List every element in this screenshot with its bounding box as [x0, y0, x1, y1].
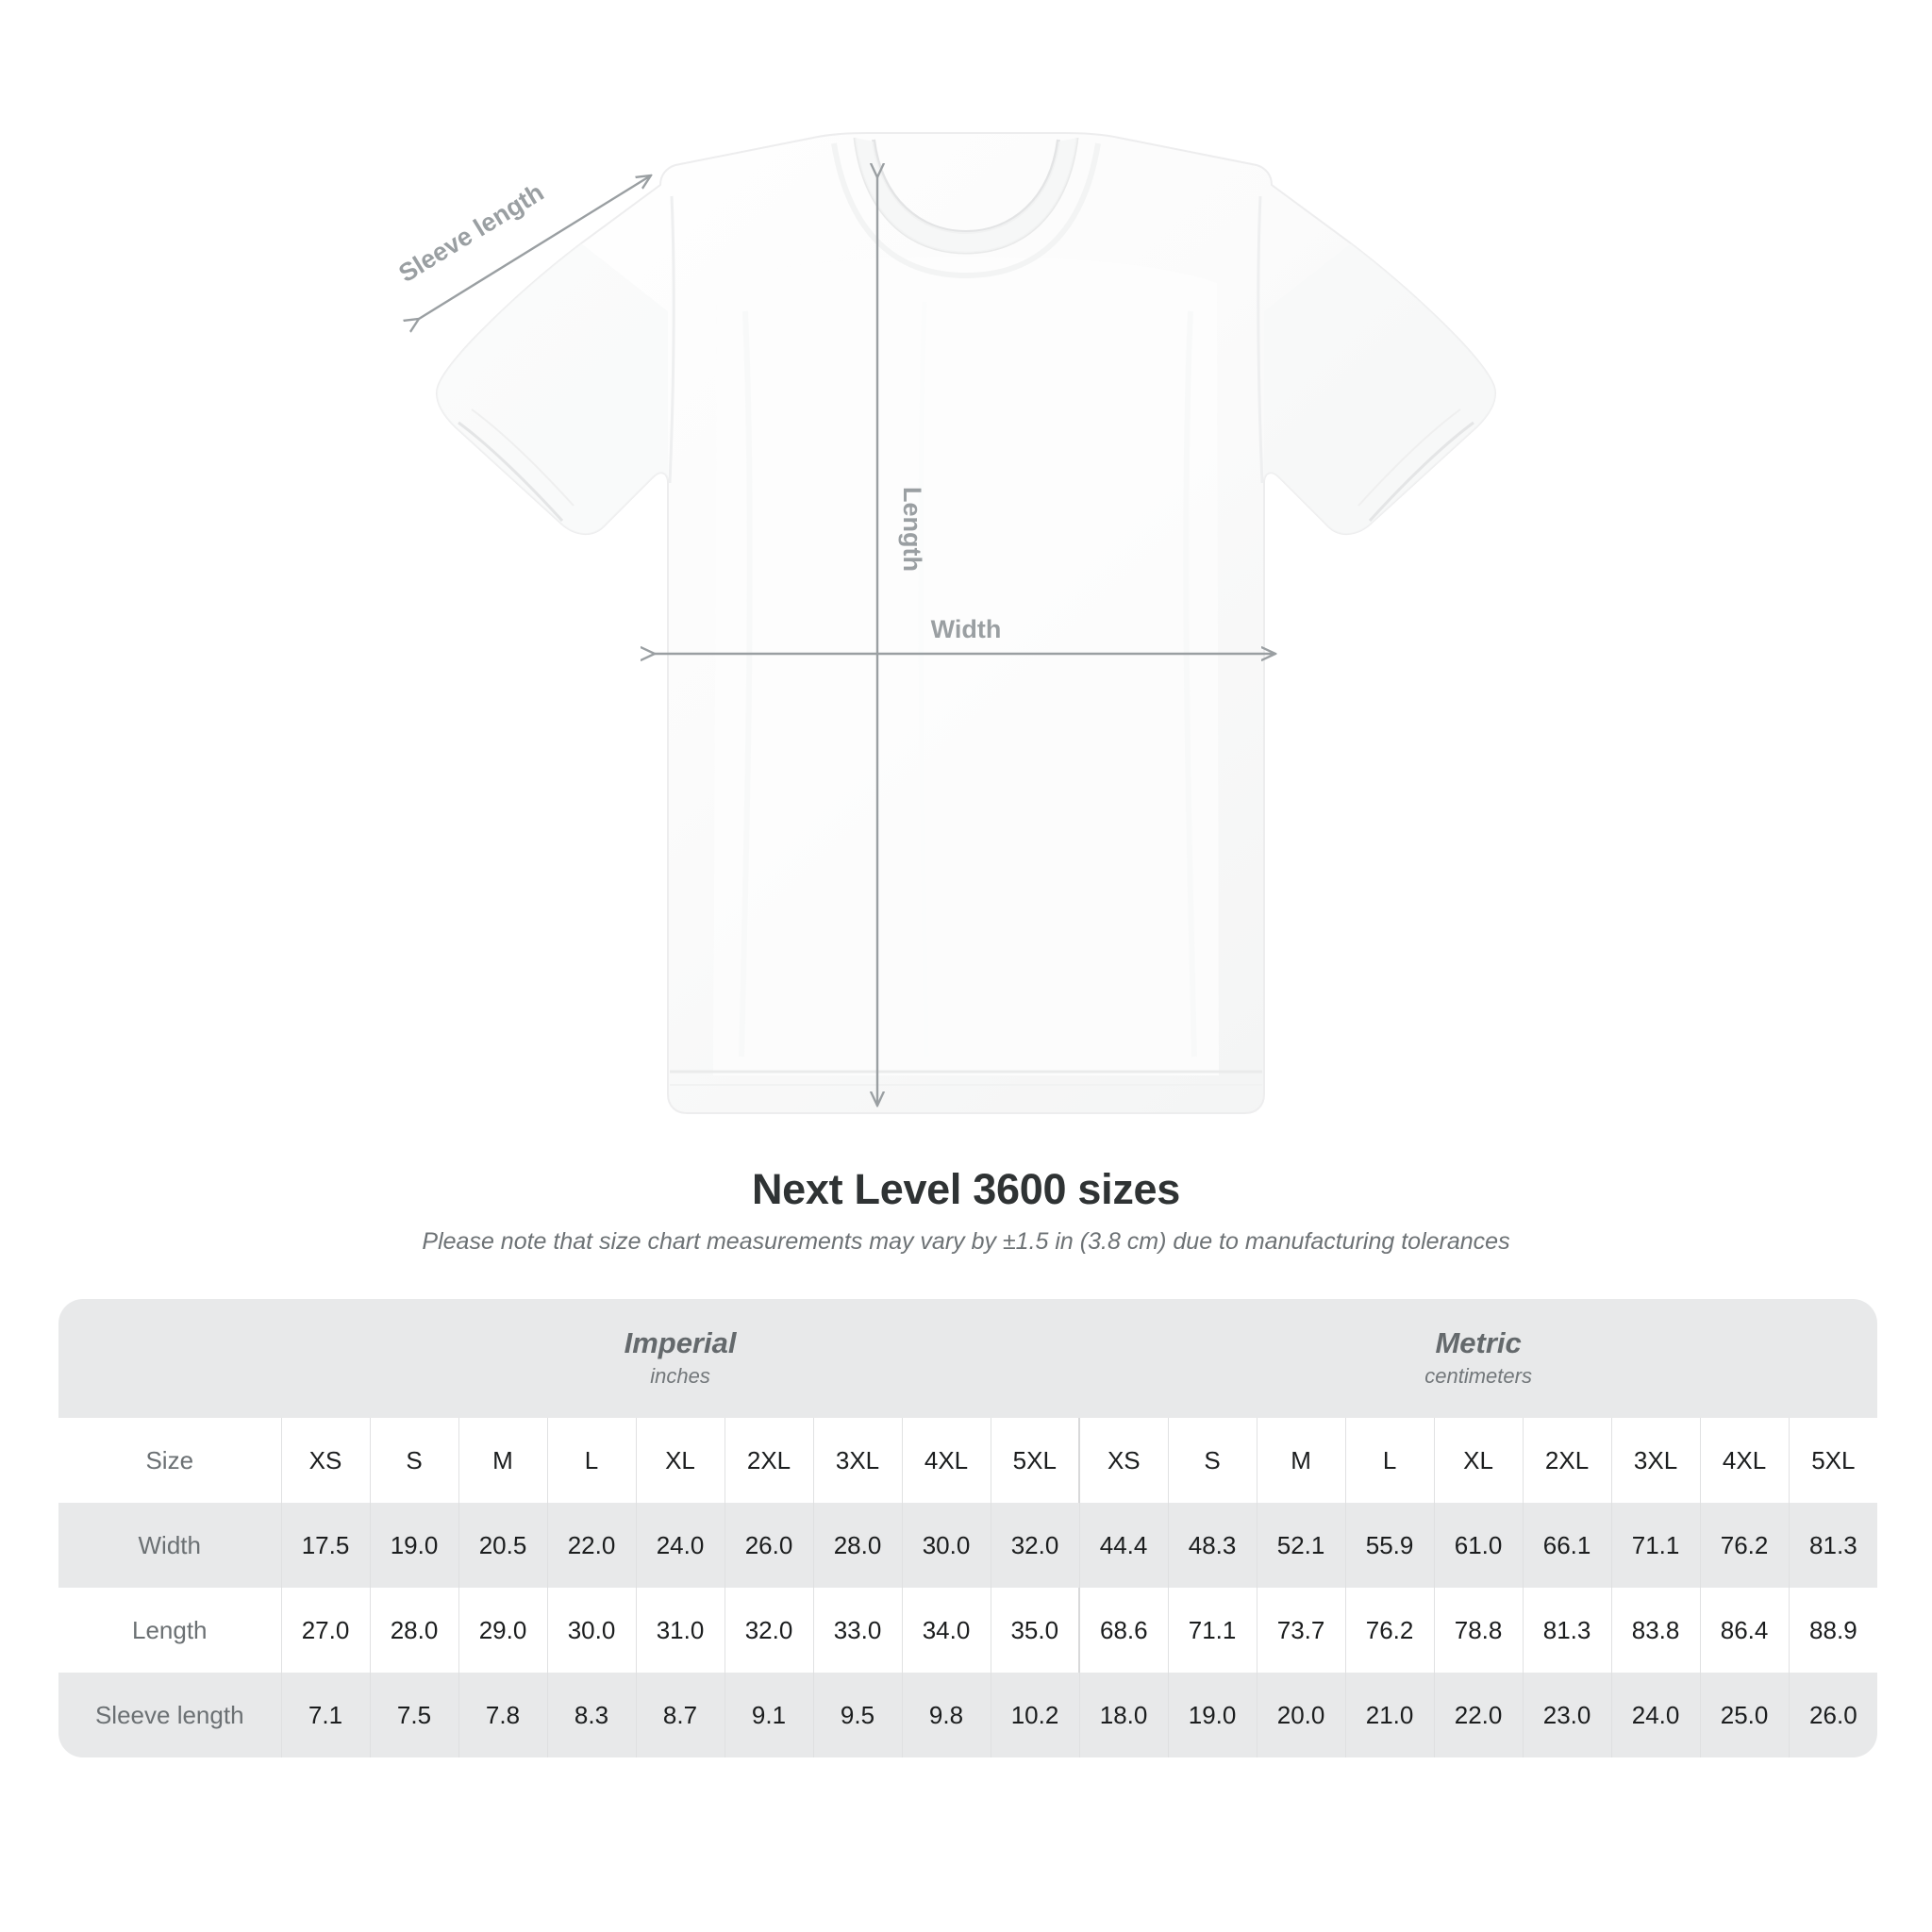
sleeve-imperial-2xl: 9.1: [724, 1673, 813, 1757]
sleeve-imperial-xs: 7.1: [280, 1673, 370, 1757]
width-imperial-l: 22.0: [546, 1503, 636, 1588]
sleeve-metric-2xl: 23.0: [1522, 1673, 1612, 1757]
width-metric-4xl: 76.2: [1699, 1503, 1790, 1588]
length-metric-2xl: 81.3: [1522, 1588, 1612, 1673]
width-metric-3xl: 71.1: [1610, 1503, 1701, 1588]
sleeve-metric-xl: 22.0: [1433, 1673, 1524, 1757]
length-label: Length: [898, 487, 926, 572]
unit-name-metric: Metric: [1435, 1326, 1522, 1360]
size-header-imperial-4xl: 4XL: [901, 1418, 991, 1503]
size-header-metric-2xl: 2XL: [1522, 1418, 1612, 1503]
page-subtitle: Please note that size chart measurements…: [422, 1227, 1510, 1255]
row-label-sleeve-length: Sleeve length: [58, 1673, 281, 1757]
size-header-metric-4xl: 4XL: [1699, 1418, 1790, 1503]
sleeve-metric-3xl: 24.0: [1610, 1673, 1701, 1757]
length-metric-l: 76.2: [1344, 1588, 1435, 1673]
size-header-imperial-3xl: 3XL: [812, 1418, 902, 1503]
sleeve-imperial-3xl: 9.5: [812, 1673, 902, 1757]
unit-header-spacer: [58, 1299, 281, 1418]
size-header-metric-l: L: [1344, 1418, 1435, 1503]
table-row-width: Width 17.5 19.0 20.5 22.0 24.0 26.0 28.0…: [58, 1503, 1878, 1588]
sleeve-imperial-5xl: 10.2: [990, 1673, 1080, 1757]
sleeve-metric-l: 21.0: [1344, 1673, 1435, 1757]
row-label-size: Size: [58, 1418, 281, 1503]
width-imperial-m: 20.5: [458, 1503, 547, 1588]
width-imperial-4xl: 30.0: [901, 1503, 991, 1588]
tshirt-illustration: [436, 132, 1496, 1114]
sleeve-imperial-l: 8.3: [546, 1673, 636, 1757]
unit-sub-metric: centimeters: [1424, 1364, 1532, 1389]
size-header-imperial-l: L: [546, 1418, 636, 1503]
sleeve-metric-4xl: 25.0: [1699, 1673, 1790, 1757]
table-row-size: Size XS S M L XL 2XL 3XL 4XL 5XL XS S M …: [58, 1418, 1878, 1503]
size-header-metric-xs: XS: [1078, 1418, 1169, 1503]
page-title: Next Level 3600 sizes: [751, 1165, 1180, 1213]
width-label: Width: [931, 615, 1002, 643]
unit-header-metric: Metric centimeters: [1079, 1299, 1878, 1418]
width-metric-2xl: 66.1: [1522, 1503, 1612, 1588]
width-imperial-s: 19.0: [369, 1503, 458, 1588]
width-metric-xl: 61.0: [1433, 1503, 1524, 1588]
length-imperial-3xl: 33.0: [812, 1588, 902, 1673]
size-header-metric-xl: XL: [1433, 1418, 1524, 1503]
length-metric-5xl: 88.9: [1788, 1588, 1878, 1673]
size-header-imperial-2xl: 2XL: [724, 1418, 813, 1503]
sleeve-metric-5xl: 26.0: [1788, 1673, 1878, 1757]
width-imperial-xs: 17.5: [280, 1503, 370, 1588]
length-imperial-2xl: 32.0: [724, 1588, 813, 1673]
length-imperial-m: 29.0: [458, 1588, 547, 1673]
sleeve-metric-s: 19.0: [1167, 1673, 1257, 1757]
length-imperial-xs: 27.0: [280, 1588, 370, 1673]
sleeve-metric-m: 20.0: [1256, 1673, 1346, 1757]
length-metric-3xl: 83.8: [1610, 1588, 1701, 1673]
table-row-sleeve-length: Sleeve length 7.1 7.5 7.8 8.3 8.7 9.1 9.…: [58, 1673, 1878, 1757]
row-label-length: Length: [58, 1588, 281, 1673]
tshirt-measurement-diagram: Length Width Sleeve length: [393, 132, 1496, 1114]
width-imperial-2xl: 26.0: [724, 1503, 813, 1588]
size-chart-table: Imperial inches Metric centimeters Size …: [58, 1299, 1878, 1757]
width-metric-xs: 44.4: [1078, 1503, 1169, 1588]
sleeve-imperial-4xl: 9.8: [901, 1673, 991, 1757]
sleeve-length-arrow: [419, 175, 651, 319]
length-metric-s: 71.1: [1167, 1588, 1257, 1673]
width-metric-5xl: 81.3: [1788, 1503, 1878, 1588]
sleeve-metric-xs: 18.0: [1078, 1673, 1169, 1757]
length-imperial-s: 28.0: [369, 1588, 458, 1673]
size-header-imperial-xl: XL: [635, 1418, 724, 1503]
sleeve-imperial-s: 7.5: [369, 1673, 458, 1757]
size-header-imperial-s: S: [369, 1418, 458, 1503]
width-metric-m: 52.1: [1256, 1503, 1346, 1588]
width-imperial-5xl: 32.0: [990, 1503, 1080, 1588]
length-metric-4xl: 86.4: [1699, 1588, 1790, 1673]
length-imperial-xl: 31.0: [635, 1588, 724, 1673]
sleeve-imperial-m: 7.8: [458, 1673, 547, 1757]
sleeve-imperial-xl: 8.7: [635, 1673, 724, 1757]
length-metric-xl: 78.8: [1433, 1588, 1524, 1673]
size-header-imperial-m: M: [458, 1418, 547, 1503]
unit-header-row: Imperial inches Metric centimeters: [58, 1299, 1878, 1418]
size-chart-table-wrapper: Imperial inches Metric centimeters Size …: [58, 1299, 1878, 1757]
width-metric-l: 55.9: [1344, 1503, 1435, 1588]
length-imperial-l: 30.0: [546, 1588, 636, 1673]
unit-sub-imperial: inches: [650, 1364, 710, 1389]
width-metric-s: 48.3: [1167, 1503, 1257, 1588]
size-header-metric-5xl: 5XL: [1788, 1418, 1878, 1503]
chart-title-block: Next Level 3600 sizes Please note that s…: [0, 1165, 1932, 1256]
length-imperial-5xl: 35.0: [990, 1588, 1080, 1673]
size-header-metric-3xl: 3XL: [1610, 1418, 1701, 1503]
size-header-imperial-5xl: 5XL: [990, 1418, 1080, 1503]
unit-name-imperial: Imperial: [624, 1326, 737, 1360]
width-imperial-3xl: 28.0: [812, 1503, 902, 1588]
length-imperial-4xl: 34.0: [901, 1588, 991, 1673]
length-metric-xs: 68.6: [1078, 1588, 1169, 1673]
size-header-metric-s: S: [1167, 1418, 1257, 1503]
unit-header-imperial: Imperial inches: [281, 1299, 1080, 1418]
size-header-imperial-xs: XS: [280, 1418, 370, 1503]
length-metric-m: 73.7: [1256, 1588, 1346, 1673]
sleeve-length-label: Sleeve length: [393, 178, 548, 289]
width-imperial-xl: 24.0: [635, 1503, 724, 1588]
row-label-width: Width: [58, 1503, 281, 1588]
size-header-metric-m: M: [1256, 1418, 1346, 1503]
table-row-length: Length 27.0 28.0 29.0 30.0 31.0 32.0 33.…: [58, 1588, 1878, 1673]
